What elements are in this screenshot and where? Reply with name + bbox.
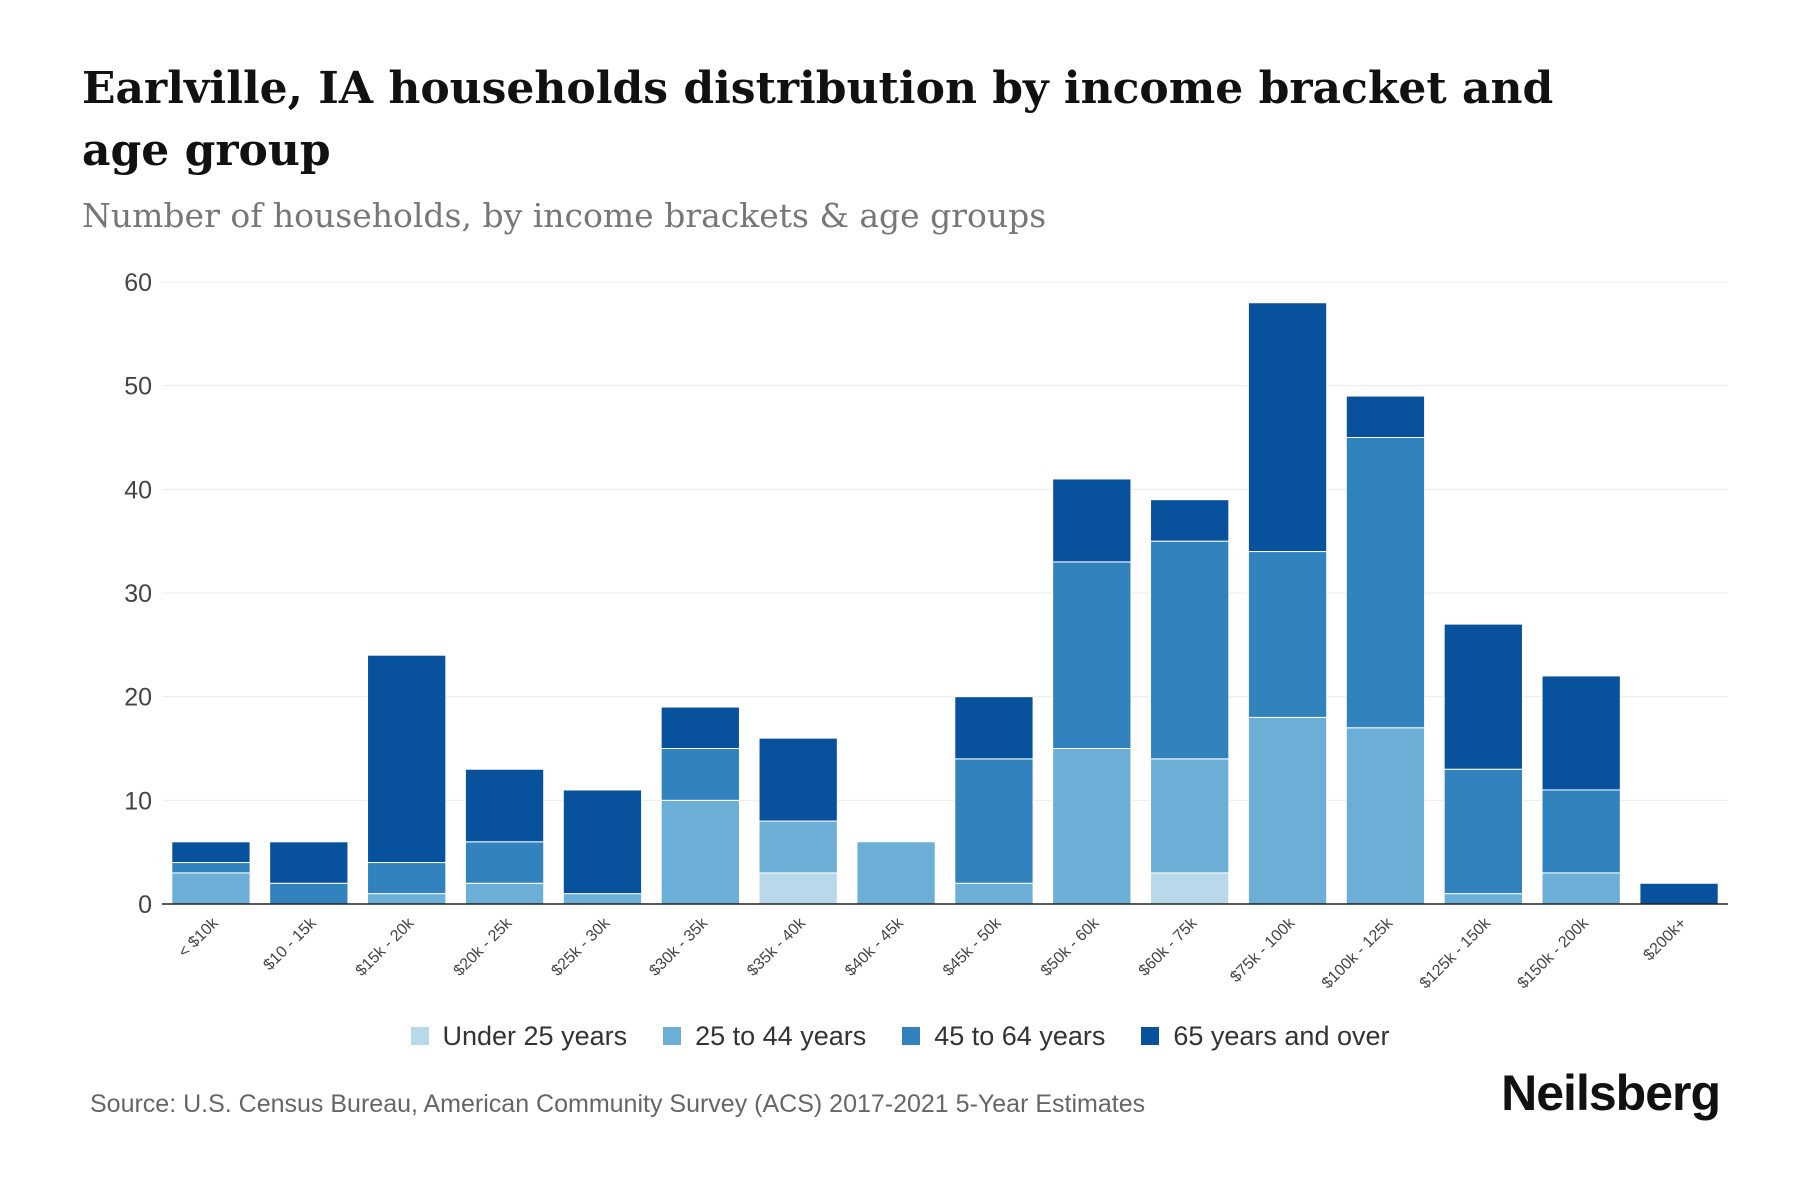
stacked-bar-chart: 0 10 20 30 40 50 60 < $10k $10 - 15k $15k - 20k $2… (124, 269, 1728, 992)
bar-segment (758, 872, 838, 905)
bar-segment (1345, 437, 1426, 729)
bar-segment (1541, 789, 1621, 874)
bar-segment (1247, 716, 1328, 905)
x-tick-label: < $10k (175, 914, 222, 961)
bar-segment (1247, 551, 1328, 718)
legend-label: 25 to 44 years (695, 1020, 867, 1051)
bar-segment (1541, 675, 1621, 791)
bar-segment (1443, 623, 1523, 770)
source-note: Source: U.S. Census Bureau, American Com… (90, 1090, 1146, 1118)
legend-item-under-25[interactable]: Under 25 years (410, 1020, 628, 1052)
legend: Under 25 years 25 to 44 years 45 to 64 y… (0, 1018, 1800, 1054)
bar-segment (758, 820, 838, 874)
bar-segment (1443, 768, 1523, 895)
x-tick-label: $100k - 125k (1319, 914, 1397, 992)
bar-segment (660, 706, 740, 749)
bar-segment (367, 654, 447, 864)
legend-swatch (902, 1027, 921, 1045)
bar-segment (464, 768, 545, 843)
x-tick-label: $35k - 40k (744, 914, 810, 980)
bar-segment (1150, 872, 1230, 905)
x-tick-label: $25k - 30k (548, 914, 614, 980)
x-tick-label: $10 - 15k (260, 914, 320, 974)
bar-segment (954, 758, 1034, 884)
bar-segment (1150, 758, 1230, 874)
bar-segment (1345, 395, 1426, 438)
legend-swatch (1141, 1027, 1160, 1045)
bar-segment (1247, 302, 1328, 553)
bar-segment (171, 862, 251, 874)
x-tick-label: $15k - 20k (353, 914, 419, 980)
x-tick-label: $30k - 35k (646, 914, 712, 980)
legend-label: Under 25 years (442, 1020, 628, 1051)
x-tick-label: $50k - 60k (1038, 914, 1104, 980)
y-tick-label: 50 (124, 373, 152, 401)
y-tick-label: 30 (124, 580, 152, 608)
x-tick-label: $20k - 25k (451, 914, 517, 980)
legend-item-65-and-over[interactable]: 65 years and over (1141, 1020, 1390, 1052)
y-tick-label: 0 (138, 891, 152, 919)
bar-segment (562, 893, 643, 905)
bar-segment (1345, 727, 1426, 905)
bar-segment (1443, 893, 1523, 905)
x-tick-label: $40k - 45k (842, 914, 908, 980)
bar-segment (464, 882, 545, 905)
legend-label: 65 years and over (1173, 1020, 1390, 1051)
x-tick-label: $125k - 150k (1417, 914, 1495, 992)
legend-swatch (663, 1027, 682, 1045)
legend-swatch (410, 1027, 429, 1045)
bar-segment (464, 841, 545, 884)
bar-segment (660, 799, 740, 905)
bar-segment (367, 862, 447, 895)
y-tick-label: 20 (124, 684, 152, 712)
chart-subtitle: Number of households, by income brackets… (82, 196, 1047, 235)
bar-segment (1052, 561, 1132, 750)
x-tick-label: $200k+ (1640, 915, 1689, 964)
bar-segment (1639, 882, 1719, 905)
bar-segment (171, 841, 251, 864)
brand-logo: Neilsberg (1501, 1065, 1721, 1121)
bar-segment (954, 882, 1034, 905)
chart-title: Earlville, IA households distribution by… (82, 63, 1554, 176)
x-tick-label: $75k - 100k (1227, 914, 1299, 986)
bar-segment (269, 841, 349, 884)
bar-segment (171, 872, 251, 905)
bar-segment (1150, 540, 1230, 760)
y-tick-label: 10 (124, 787, 152, 815)
bar-segment (367, 893, 447, 905)
x-tick-label: $45k - 50k (940, 914, 1006, 980)
x-tick-label: $60k - 75k (1136, 914, 1202, 980)
x-tick-label: $150k - 200k (1515, 914, 1593, 992)
bar-segment (1541, 872, 1621, 905)
legend-label: 45 to 64 years (934, 1020, 1106, 1051)
bar-segment (856, 841, 936, 905)
bar-segment (660, 748, 740, 801)
bar-segment (562, 789, 643, 895)
y-tick-label: 60 (124, 269, 152, 297)
bar-segment (954, 696, 1034, 760)
bar-segment (758, 737, 838, 822)
legend-item-25-to-44[interactable]: 25 to 44 years (663, 1021, 866, 1052)
legend-item-45-to-64[interactable]: 45 to 64 years (902, 1021, 1105, 1052)
y-tick-label: 40 (124, 476, 152, 504)
bar-segment (1052, 478, 1132, 563)
bar-segment (1052, 748, 1132, 905)
bar-segment (1150, 499, 1230, 542)
bar-segment (269, 882, 349, 905)
